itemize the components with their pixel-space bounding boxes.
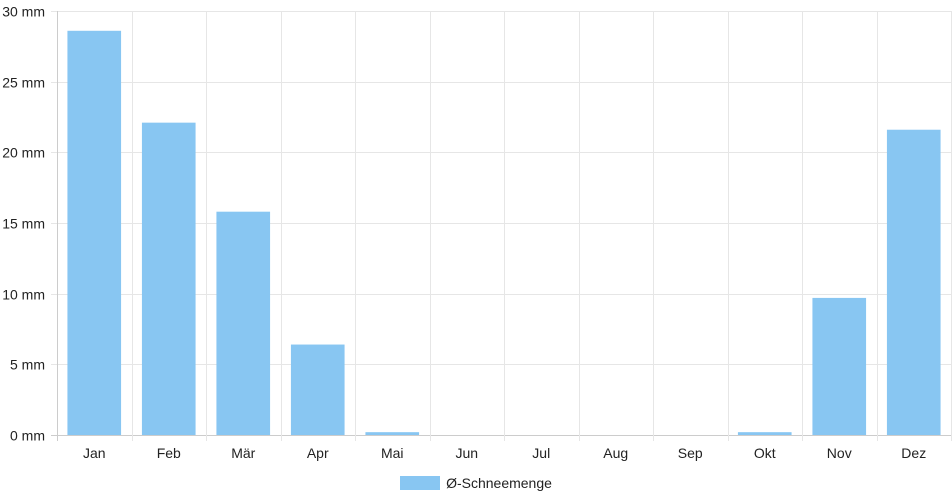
y-tick-label: 10 mm bbox=[2, 287, 45, 303]
bar-nov bbox=[812, 297, 867, 435]
bars bbox=[67, 30, 941, 436]
bar-dez bbox=[886, 129, 941, 435]
legend-label: Ø-Schneemenge bbox=[446, 475, 552, 491]
bar-feb bbox=[141, 122, 196, 436]
x-tick-label: Dez bbox=[901, 445, 926, 461]
legend: Ø-Schneemenge bbox=[0, 472, 952, 494]
y-tick-labels: 0 mm 5 mm 10 mm 15 mm 20 mm 25 mm 30 mm bbox=[2, 4, 45, 444]
x-tick-label: Mär bbox=[231, 445, 255, 461]
x-tick-label: Jun bbox=[455, 445, 478, 461]
y-tick-label: 5 mm bbox=[10, 357, 45, 373]
bar-mär bbox=[216, 211, 271, 435]
x-tick-label: Feb bbox=[157, 445, 181, 461]
x-tick-label: Sep bbox=[678, 445, 703, 461]
snow-bar-chart: 0 mm 5 mm 10 mm 15 mm 20 mm 25 mm 30 mm Jan Feb… bbox=[2, 4, 952, 461]
x-tick-label: Aug bbox=[603, 445, 628, 461]
y-tick-label: 25 mm bbox=[2, 75, 45, 91]
x-tick-label: Jul bbox=[532, 445, 550, 461]
y-tick-label: 30 mm bbox=[2, 4, 45, 20]
bar-okt bbox=[737, 432, 792, 435]
legend-swatch bbox=[400, 476, 441, 490]
bar-apr bbox=[290, 344, 345, 435]
legend-item-snow[interactable]: Ø-Schneemenge bbox=[400, 475, 552, 491]
x-tick-label: Apr bbox=[307, 445, 329, 461]
x-tick-label: Mai bbox=[381, 445, 404, 461]
bar-mai bbox=[365, 432, 420, 435]
x-tick-label: Nov bbox=[827, 445, 852, 461]
grid-lines bbox=[51, 11, 952, 441]
bar-jan bbox=[67, 30, 122, 435]
y-tick-label: 20 mm bbox=[2, 145, 45, 161]
x-tick-label: Okt bbox=[754, 445, 776, 461]
y-tick-label: 15 mm bbox=[2, 216, 45, 232]
x-tick-label: Jan bbox=[83, 445, 106, 461]
y-tick-label: 0 mm bbox=[10, 428, 45, 444]
x-tick-labels: Jan Feb Mär Apr Mai Jun Jul Aug Sep Okt Nov Dez bbox=[83, 445, 926, 461]
